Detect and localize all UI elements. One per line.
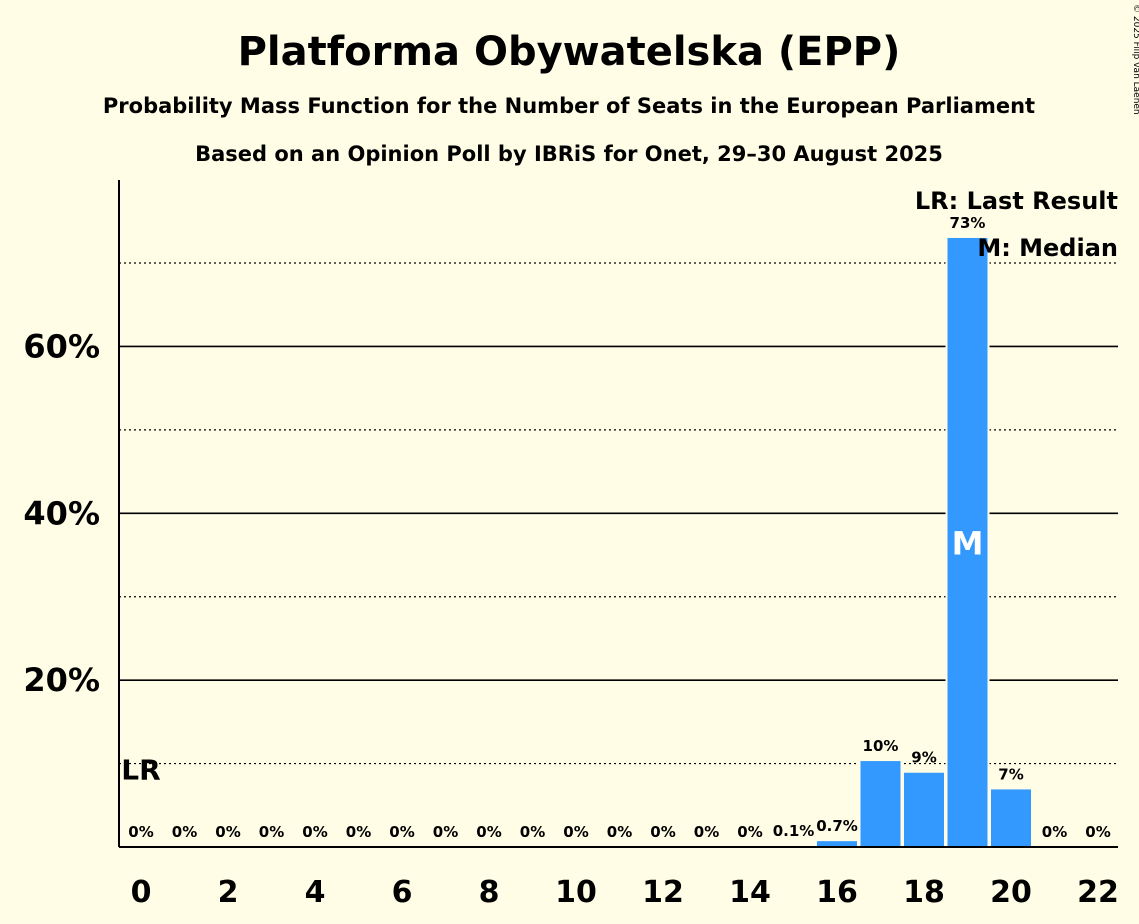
data-labels: 0% 0% 0% 0% 0% 0% 0% 0% 0% 0% 0% 0% 0% 0% 0% 0.1% 0.7% 10…	[121, 214, 1110, 841]
data-label: 0%	[128, 823, 153, 841]
x-tick-label: 20	[990, 875, 1032, 910]
chart-subtitle: Probability Mass Function for the Number…	[103, 94, 1035, 118]
data-label: 0%	[737, 823, 762, 841]
x-tick-label: 14	[729, 875, 771, 910]
data-label: 0%	[476, 823, 501, 841]
legend-last-result: LR: Last Result	[915, 187, 1118, 215]
data-label: 0%	[172, 823, 197, 841]
data-label: 0%	[520, 823, 545, 841]
data-label: 0%	[389, 823, 414, 841]
x-tick-label: 18	[903, 875, 945, 910]
bar	[991, 789, 1031, 847]
data-label: 0.7%	[816, 817, 858, 835]
x-tick-label: 16	[816, 875, 858, 910]
bar	[904, 772, 944, 847]
last-result-marker: LR	[121, 754, 160, 787]
x-tick-label: 8	[479, 875, 500, 910]
chart-title: Platforma Obywatelska (EPP)	[238, 29, 901, 75]
x-tick-label: 0	[131, 875, 152, 910]
x-tick-label: 6	[392, 875, 413, 910]
data-label: 0%	[1042, 823, 1067, 841]
data-label: 0%	[346, 823, 371, 841]
y-tick-label: 40%	[23, 494, 100, 532]
x-tick-label: 22	[1077, 875, 1119, 910]
median-marker: M	[952, 524, 984, 562]
copyright-note: © 2025 Filip van Laenen	[1131, 4, 1139, 115]
x-tick-label: 2	[218, 875, 239, 910]
data-label: 10%	[863, 737, 899, 755]
bars	[771, 235, 1033, 848]
data-label: 9%	[911, 749, 936, 767]
data-label: 0%	[433, 823, 458, 841]
legend-median: M: Median	[977, 234, 1118, 262]
x-tick-label: 4	[305, 875, 326, 910]
bar	[947, 237, 988, 847]
data-label: 0%	[563, 823, 588, 841]
data-label: 0%	[694, 823, 719, 841]
y-tick-label: 20%	[23, 661, 100, 699]
bar	[860, 761, 901, 847]
data-label: 7%	[998, 765, 1023, 783]
axes: 20% 40% 60% 0 2 4 6 8 10 12 14 16 18 20 22	[23, 180, 1119, 910]
x-tick-label: 10	[555, 875, 597, 910]
data-label: 0%	[259, 823, 284, 841]
data-label: 0%	[650, 823, 675, 841]
data-label: 0.1%	[773, 822, 815, 840]
data-label: 0%	[1085, 823, 1110, 841]
data-label: 0%	[302, 823, 327, 841]
chart-subtitle-source: Based on an Opinion Poll by IBRiS for On…	[195, 142, 943, 166]
data-label: 0%	[607, 823, 632, 841]
x-tick-label: 12	[642, 875, 684, 910]
data-label: 73%	[950, 214, 986, 232]
bar-gap	[771, 844, 816, 847]
y-tick-label: 60%	[23, 327, 100, 365]
bar	[817, 841, 857, 847]
data-label: 0%	[215, 823, 240, 841]
